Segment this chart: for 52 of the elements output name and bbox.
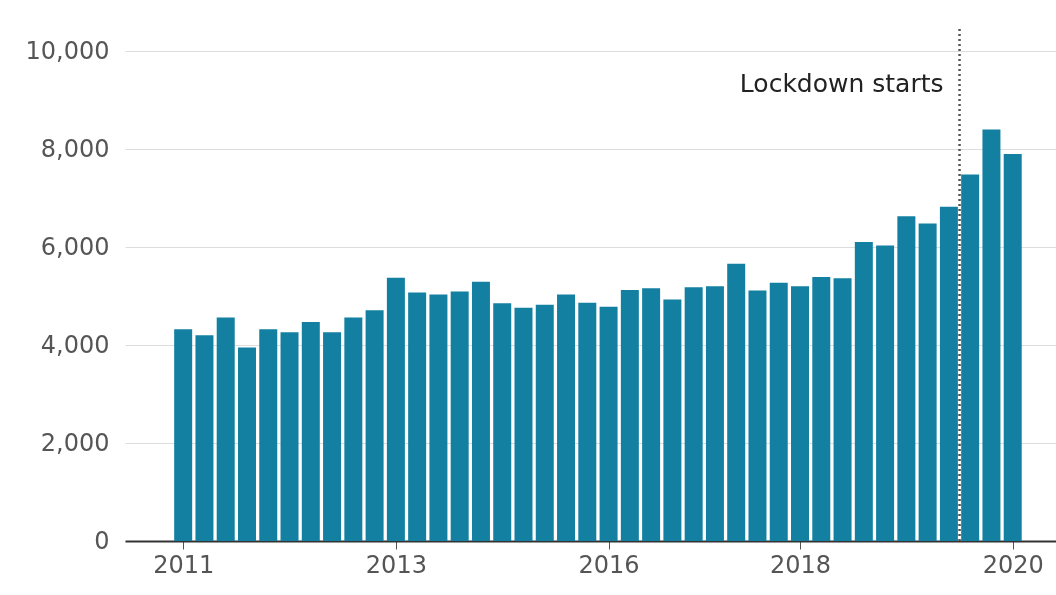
bar: [237, 347, 256, 541]
bar: [1003, 153, 1022, 541]
bar: [174, 329, 193, 541]
y-tick-label: 0: [94, 526, 110, 555]
bar: [663, 299, 682, 541]
bar: [301, 321, 320, 541]
y-tick-label: 10,000: [25, 36, 110, 65]
bar: [323, 332, 342, 541]
bar: [195, 335, 214, 541]
bar: [386, 277, 405, 541]
bar: [514, 307, 533, 541]
bar: [535, 304, 554, 541]
x-tick-label: 2020: [982, 550, 1044, 579]
bar: [684, 287, 703, 541]
y-tick-label: 2,000: [40, 428, 110, 457]
bar: [450, 291, 469, 541]
bar: [833, 278, 852, 541]
bar: [939, 206, 958, 541]
bar: [748, 290, 767, 541]
y-tick-label: 8,000: [40, 134, 110, 163]
bar: [854, 242, 873, 541]
bar: [259, 329, 278, 541]
x-tick-label: 2016: [578, 550, 640, 579]
bar: [982, 129, 1001, 541]
bar: [642, 288, 661, 541]
bar: [897, 216, 916, 541]
bar: [812, 276, 831, 541]
bar: [365, 310, 384, 541]
annotation: Lockdown starts: [739, 69, 944, 98]
bar: [280, 332, 299, 541]
bar: [578, 302, 597, 541]
bar: [727, 263, 746, 541]
bar: [961, 174, 980, 541]
bar: [344, 317, 363, 541]
bar: [599, 306, 618, 541]
x-tick-label: 2018: [769, 550, 832, 579]
bar: [557, 294, 576, 541]
bar: [620, 290, 639, 541]
x-tick-label: 2011: [153, 550, 215, 579]
x-tick-label: 2013: [365, 550, 427, 579]
bar: [791, 286, 810, 541]
bar: [429, 294, 448, 541]
bar: [493, 303, 512, 541]
bar: [408, 292, 427, 541]
bar: [471, 281, 490, 541]
bar: [769, 282, 788, 541]
bar: [876, 245, 895, 541]
y-tick-label: 4,000: [40, 330, 110, 359]
y-tick-label: 6,000: [40, 232, 110, 261]
bar: [216, 317, 235, 541]
bar: [918, 223, 937, 541]
bar: [705, 286, 724, 541]
